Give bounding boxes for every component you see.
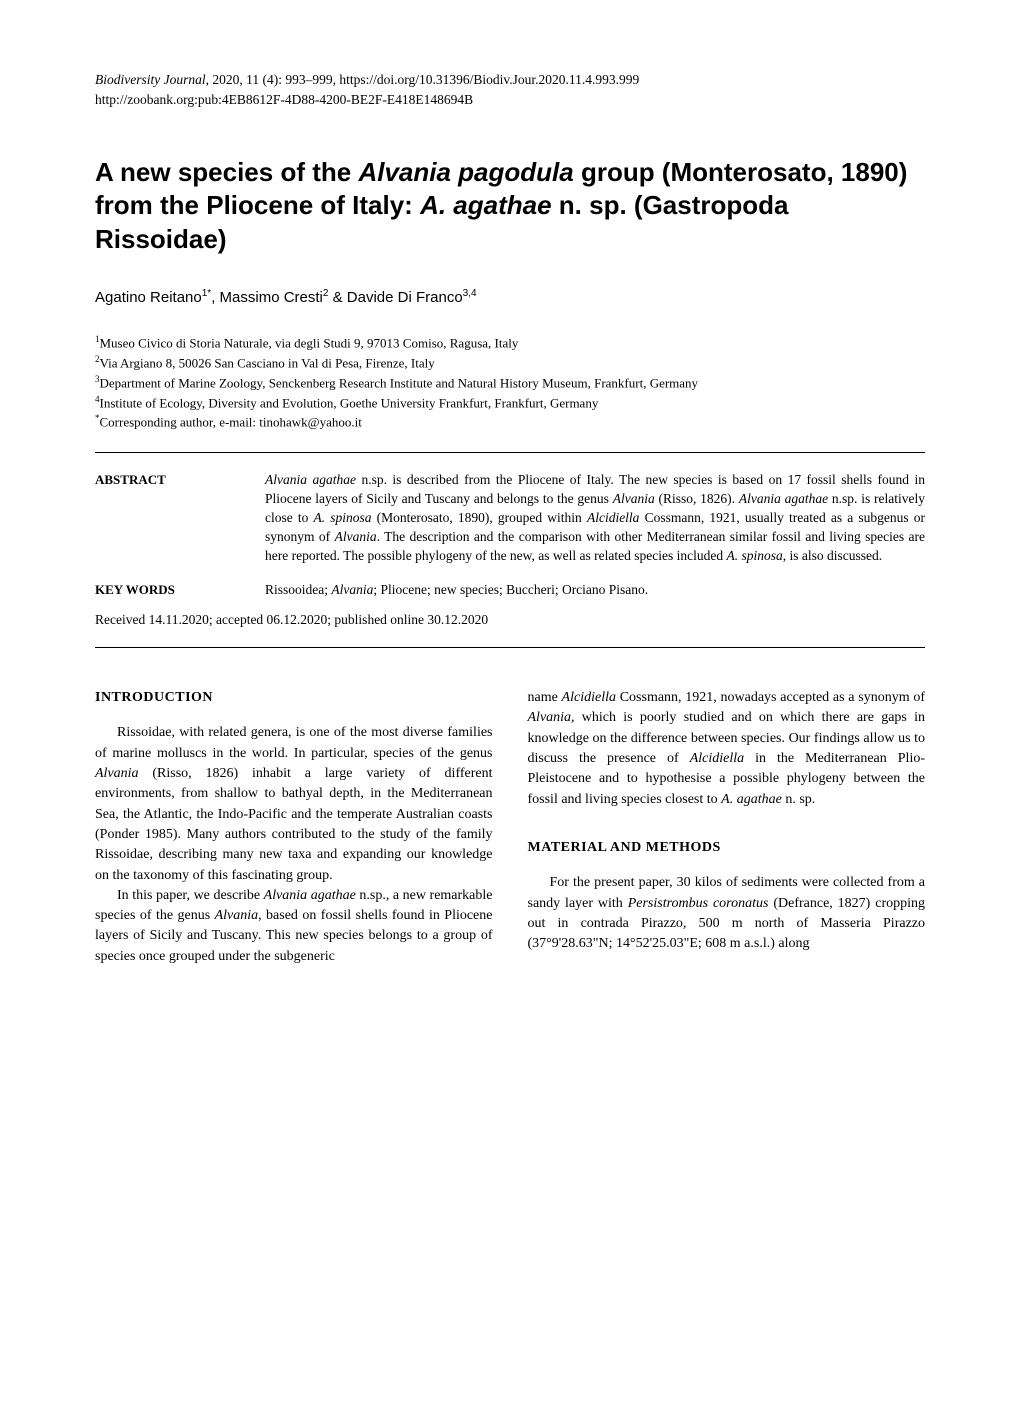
left-column: INTRODUCTION Rissoidae, with related gen… xyxy=(95,688,493,967)
aff-text-2: Via Argiano 8, 50026 San Casciano in Val… xyxy=(100,355,435,370)
author-1-sup: 1* xyxy=(202,288,211,299)
journal-name: Biodiversity Journal xyxy=(95,72,206,87)
divider-2 xyxy=(95,647,925,648)
affiliation-3: 3Department of Marine Zoology, Senckenbe… xyxy=(95,373,925,393)
received-line: Received 14.11.2020; accepted 06.12.2020… xyxy=(95,611,925,629)
affiliations: 1Museo Civico di Storia Naturale, via de… xyxy=(95,333,925,432)
aff-text-corr: Corresponding author, e-mail: tinohawk@y… xyxy=(100,415,362,430)
methods-para-1: For the present paper, 30 kilos of sedim… xyxy=(528,873,926,954)
body-columns: INTRODUCTION Rissoidae, with related gen… xyxy=(95,688,925,967)
title-part1: A new species of the xyxy=(95,157,358,187)
methods-heading: MATERIAL AND METHODS xyxy=(528,838,926,858)
author-3-sup: 3,4 xyxy=(463,288,477,299)
divider-1 xyxy=(95,452,925,453)
affiliation-corresponding: *Corresponding author, e-mail: tinohawk@… xyxy=(95,412,925,432)
authors: Agatino Reitano1*, Massimo Cresti2 & Dav… xyxy=(95,287,925,308)
affiliation-2: 2Via Argiano 8, 50026 San Casciano in Va… xyxy=(95,353,925,373)
intro-heading: INTRODUCTION xyxy=(95,688,493,708)
intro-para-2: In this paper, we describe Alvania agath… xyxy=(95,886,493,967)
right-column: name Alcidiella Cossmann, 1921, nowadays… xyxy=(528,688,926,967)
journal-zoobank: http://zoobank.org:pub:4EB8612F-4D88-420… xyxy=(95,92,473,107)
journal-info: Biodiversity Journal, 2020, 11 (4): 993–… xyxy=(95,70,925,111)
abstract-label: ABSTRACT xyxy=(95,471,215,565)
keywords-label: KEY WORDS xyxy=(95,581,215,599)
title-italic1: Alvania pagodula xyxy=(358,157,573,187)
intro-para-1: Rissoidae, with related genera, is one o… xyxy=(95,723,493,885)
abstract-text: Alvania agathae n.sp. is described from … xyxy=(265,471,925,565)
keywords-text: Rissooidea; Alvania; Pliocene; new speci… xyxy=(265,581,648,599)
aff-text-3: Department of Marine Zoology, Senckenber… xyxy=(100,375,699,390)
abstract-block: ABSTRACT Alvania agathae n.sp. is descri… xyxy=(95,471,925,565)
author-1: Agatino Reitano xyxy=(95,289,202,306)
keywords-block: KEY WORDS Rissooidea; Alvania; Pliocene;… xyxy=(95,581,925,599)
aff-text-4: Institute of Ecology, Diversity and Evol… xyxy=(100,395,599,410)
affiliation-4: 4Institute of Ecology, Diversity and Evo… xyxy=(95,393,925,413)
intro-para-2-cont: name Alcidiella Cossmann, 1921, nowadays… xyxy=(528,688,926,810)
author-2: , Massimo Cresti xyxy=(211,289,323,306)
title-italic2: A. agathae xyxy=(420,190,552,220)
aff-text-1: Museo Civico di Storia Naturale, via deg… xyxy=(100,335,519,350)
paper-title: A new species of the Alvania pagodula gr… xyxy=(95,156,925,257)
journal-doi: https://doi.org/10.31396/Biodiv.Jour.202… xyxy=(339,72,639,87)
author-3: & Davide Di Franco xyxy=(328,289,462,306)
affiliation-1: 1Museo Civico di Storia Naturale, via de… xyxy=(95,333,925,353)
journal-yearvol: , 2020, 11 (4): 993–999, xyxy=(206,72,340,87)
